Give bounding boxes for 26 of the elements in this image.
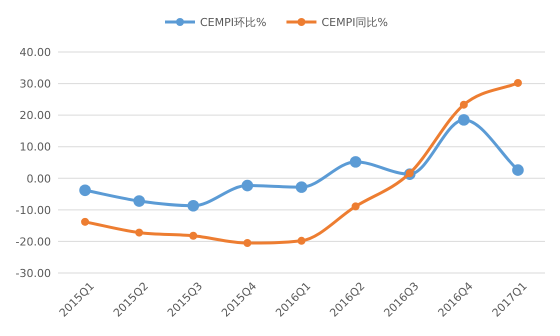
y-tick-label: -10.00 [16, 204, 51, 217]
legend-label: CEMPI同比% [321, 16, 388, 29]
y-tick-label: 0.00 [26, 172, 51, 186]
y-tick-label: 30.00 [20, 78, 51, 91]
point [243, 239, 252, 248]
y-tick-label: 40.00 [20, 46, 51, 59]
point [296, 181, 308, 193]
point [352, 202, 360, 210]
point [298, 236, 306, 245]
point [242, 180, 254, 192]
point [460, 100, 468, 109]
y-tick-label: 20.00 [20, 109, 51, 122]
point [189, 232, 198, 240]
point [458, 114, 470, 126]
point [133, 195, 145, 207]
point [187, 200, 200, 212]
y-tick-label: -30.00 [16, 267, 51, 280]
point [79, 184, 91, 196]
point [350, 156, 362, 168]
point [81, 218, 90, 226]
legend-label: CEMPI环比% [200, 16, 266, 29]
point [514, 78, 522, 87]
point [135, 228, 144, 237]
y-tick-label: 10.00 [20, 140, 51, 154]
point [512, 164, 524, 176]
y-tick-label: -20.00 [16, 235, 51, 248]
